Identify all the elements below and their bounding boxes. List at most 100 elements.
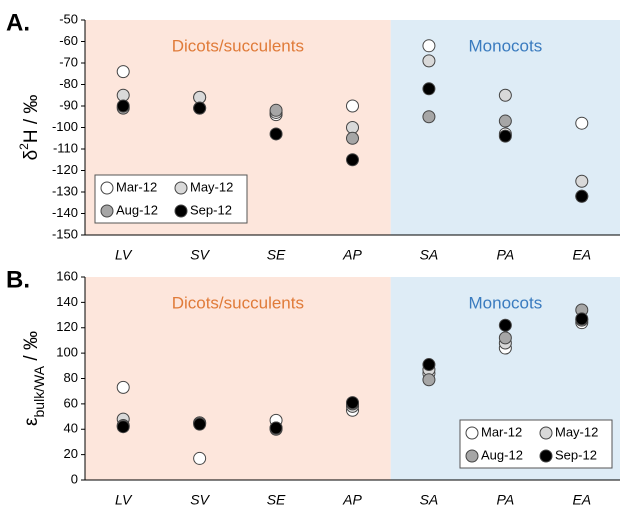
legend-label: Aug-12 [116, 202, 158, 217]
panel-label: B. [6, 266, 30, 293]
y-label-part: / ‰ [21, 331, 42, 366]
legend-label: Sep-12 [555, 447, 597, 462]
point [346, 153, 359, 167]
y-label-part: 2 [17, 143, 31, 150]
y-tick-label: 160 [56, 268, 78, 283]
legend-marker [465, 426, 479, 440]
legend-marker [465, 449, 479, 463]
point [422, 39, 436, 53]
point [346, 131, 359, 145]
legend-box [94, 174, 248, 224]
point [193, 90, 207, 104]
y-label-part: H / ‰ [21, 95, 42, 144]
point [346, 121, 359, 134]
y-tick-label: -120 [52, 162, 78, 177]
point [422, 373, 436, 387]
x-tick-label: SV [190, 492, 210, 508]
point [346, 99, 359, 113]
point [269, 421, 283, 435]
point [498, 114, 512, 128]
x-tick-label: SA [420, 247, 439, 263]
point [575, 174, 589, 188]
y-tick-label: 0 [71, 471, 78, 486]
point [116, 380, 130, 394]
point [575, 312, 589, 326]
legend-label: Sep-12 [190, 202, 232, 217]
point [422, 110, 436, 124]
y-axis-label: δ2H / ‰ [17, 95, 42, 161]
x-tick-label: PA [497, 247, 515, 263]
x-tick-label: AP [342, 492, 362, 508]
point [269, 103, 283, 117]
y-label-part: ε [21, 417, 42, 426]
region-label: Dicots/succulents [172, 293, 304, 312]
point [575, 116, 589, 130]
legend-marker [100, 204, 114, 218]
legend-marker [539, 449, 553, 463]
point [422, 54, 436, 68]
point [422, 82, 436, 96]
y-tick-label: -100 [52, 119, 78, 134]
point [116, 99, 130, 113]
y-tick-label: -60 [59, 33, 78, 48]
region [85, 277, 391, 480]
legend-label: May-12 [190, 179, 233, 194]
y-tick-label: -110 [53, 140, 78, 155]
x-tick-label: SE [267, 492, 286, 508]
x-tick-label: LV [115, 247, 133, 263]
y-tick-label: -80 [59, 76, 78, 91]
y-axis-label: εbulk/WA / ‰ [21, 331, 47, 426]
legend-marker [539, 426, 553, 440]
legend-label: Aug-12 [481, 447, 523, 462]
x-tick-label: SA [420, 492, 439, 508]
point [269, 127, 283, 141]
point [498, 318, 512, 332]
y-label-part: δ [21, 150, 42, 161]
x-tick-label: SE [267, 247, 286, 263]
point [575, 189, 589, 203]
x-tick-label: LV [115, 492, 133, 508]
point [116, 420, 130, 434]
point [193, 417, 207, 431]
point [422, 358, 436, 372]
legend-label: Mar-12 [116, 179, 157, 194]
point [498, 129, 512, 143]
y-tick-label: 120 [56, 319, 78, 334]
panel-label: A. [6, 9, 30, 36]
y-tick-label: 60 [64, 395, 78, 410]
y-tick-label: -70 [59, 54, 78, 69]
y-tick-label: -130 [52, 183, 78, 198]
y-tick-label: -140 [52, 205, 78, 220]
point [193, 451, 207, 465]
legend-label: Mar-12 [481, 424, 522, 439]
point [116, 65, 130, 79]
legend-marker [100, 181, 114, 195]
y-tick-label: 20 [64, 446, 78, 461]
point [116, 88, 130, 102]
x-tick-label: SV [190, 247, 210, 263]
point [193, 101, 207, 115]
region-label: Monocots [469, 293, 543, 312]
point [498, 88, 512, 102]
legend-marker [174, 181, 188, 195]
legend-label: May-12 [555, 424, 598, 439]
y-tick-label: -90 [59, 97, 78, 112]
region-label: Dicots/succulents [172, 36, 304, 55]
legend-box [459, 419, 613, 469]
y-tick-label: -50 [59, 11, 78, 26]
legend-marker [174, 204, 188, 218]
x-tick-label: EA [572, 247, 591, 263]
region-label: Monocots [469, 36, 543, 55]
y-label-part: bulk/WA [31, 365, 47, 417]
y-tick-label: -150 [52, 226, 78, 241]
y-tick-label: 140 [56, 294, 78, 309]
y-tick-label: 40 [64, 421, 78, 436]
x-tick-label: EA [572, 492, 591, 508]
x-tick-label: PA [497, 492, 515, 508]
point [346, 396, 359, 410]
x-tick-label: AP [342, 247, 362, 263]
y-tick-label: 80 [64, 370, 78, 385]
point [498, 331, 512, 345]
